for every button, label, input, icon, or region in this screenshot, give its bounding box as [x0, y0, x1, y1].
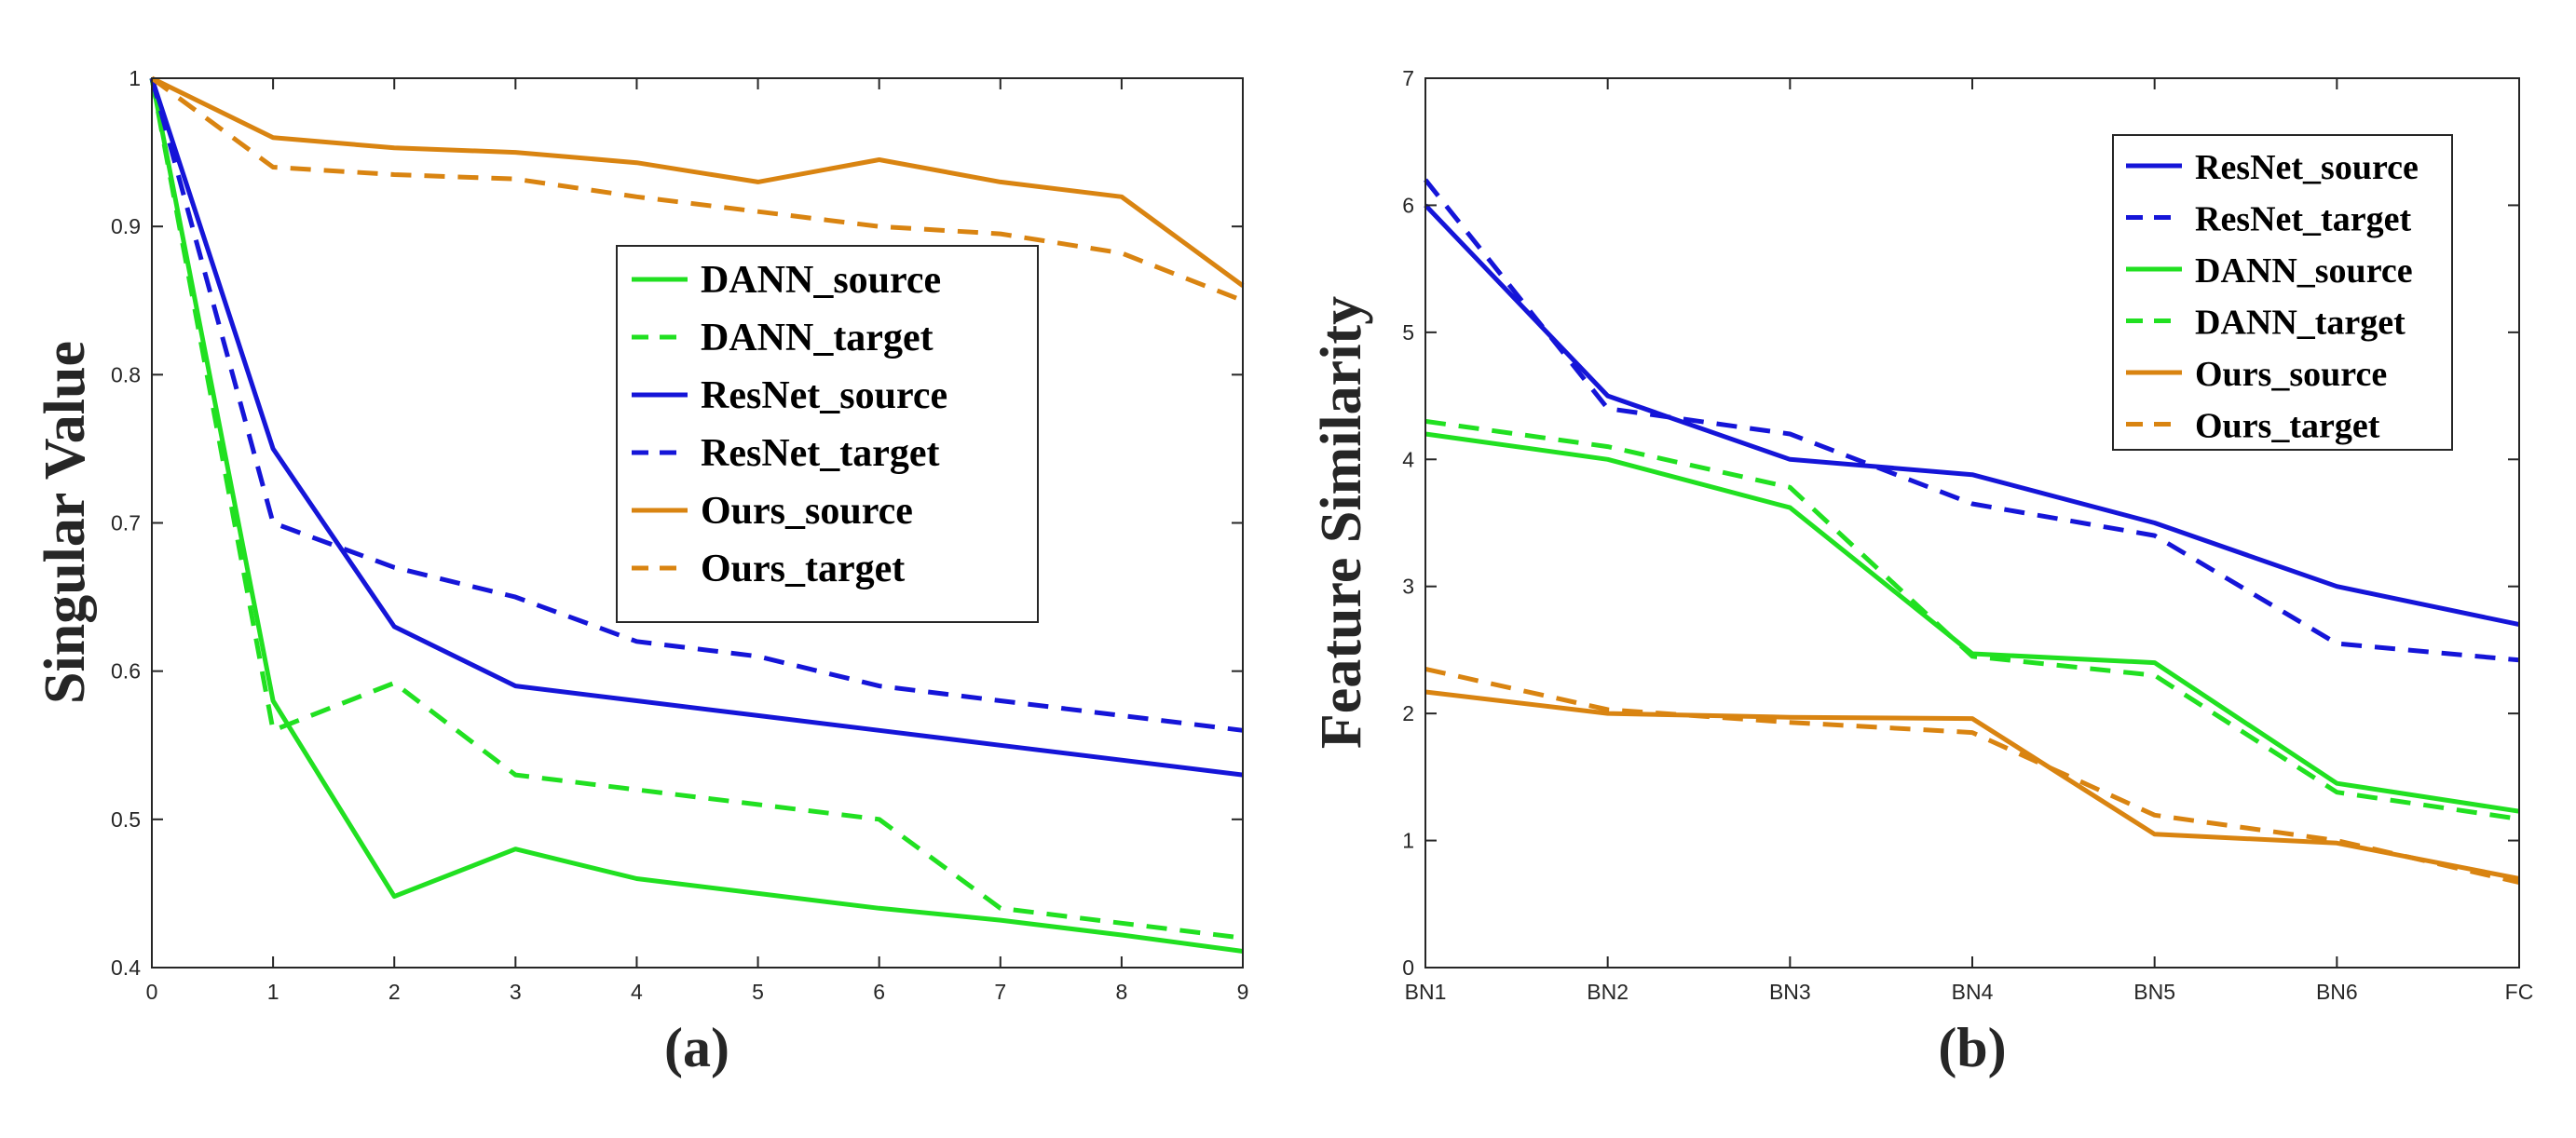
x-tick-label: 3	[510, 980, 522, 1004]
legend-label-ours-target: Ours_target	[2195, 407, 2380, 446]
series-group-a	[149, 75, 1245, 954]
y-tick-label: 0.9	[111, 214, 141, 238]
legend-label-ours-target: Ours_target	[701, 548, 905, 590]
legend-label-resnet-source: ResNet_source	[701, 374, 947, 417]
series-line-ours-target	[150, 75, 1244, 304]
x-tick-label: 8	[1115, 980, 1127, 1004]
x-ticks-b: BN1 BN2 BN3 BN4 BN5 BN6 FC	[1405, 78, 2534, 1004]
y-tick-label: 0	[1402, 955, 1414, 980]
y-tick-label: 2	[1402, 701, 1414, 725]
panel-label-a: (a)	[664, 1017, 729, 1078]
x-tick-label: BN5	[2133, 980, 2175, 1004]
x-tick-label: 9	[1237, 980, 1249, 1004]
series-line-resnet-target	[1424, 178, 2520, 663]
legend-label-dann-target: DANN_target	[2195, 304, 2406, 343]
y-tick-label: 6	[1402, 193, 1414, 217]
series-line-dann-target	[1424, 418, 2520, 821]
legend-label-ours-source: Ours_source	[2195, 355, 2387, 394]
x-tick-label: 2	[388, 980, 401, 1004]
series-line-ours-target	[1424, 666, 2520, 886]
x-tick-label: BN6	[2316, 980, 2358, 1004]
x-tick-label: 0	[146, 980, 158, 1004]
y-tick-label: 1	[129, 66, 141, 90]
y-tick-label: 3	[1402, 575, 1414, 599]
y-tick-label: 1	[1402, 829, 1414, 853]
series-line-ours-source	[150, 75, 1245, 288]
legend-label-resnet-source: ResNet_source	[2195, 148, 2419, 187]
panel-label-b: (b)	[1938, 1017, 2006, 1078]
legend-label-dann-source: DANN_source	[2195, 251, 2413, 291]
y-tick-label: 0.7	[111, 511, 141, 535]
x-tick-label: BN3	[1769, 980, 1811, 1004]
y-tick-label: 7	[1402, 66, 1414, 90]
legend-label-ours-source: Ours_source	[701, 490, 913, 533]
y-tick-label: 0.8	[111, 362, 141, 386]
x-tick-label: 5	[752, 980, 764, 1004]
legend-label-dann-target: DANN_target	[701, 317, 934, 359]
y-tick-label: 4	[1402, 447, 1414, 471]
series-line-resnet-source	[1424, 203, 2520, 628]
legend-b: ResNet_source ResNet_target DANN_source DAN…	[2112, 134, 2453, 451]
y-tick-label: 5	[1402, 320, 1414, 345]
x-tick-label: 4	[631, 980, 643, 1004]
x-tick-label: 1	[267, 980, 279, 1004]
legend-a: DANN_source DANN_target ResNet_source ResNe…	[616, 245, 1039, 623]
y-ticks-a: 0.4 0.5 0.6 0.7 0.8 0.9 1	[111, 66, 1243, 980]
y-axis-title-a: Singular Value	[34, 341, 97, 704]
legend-label-resnet-target: ResNet_target	[2195, 200, 2411, 239]
legend-label-resnet-target: ResNet_target	[701, 432, 940, 475]
y-tick-label: 0.5	[111, 807, 141, 832]
series-line-dann-source	[149, 77, 1244, 954]
y-tick-label: 0.4	[111, 955, 141, 980]
x-tick-label: BN2	[1587, 980, 1629, 1004]
series-line-dann-target	[149, 77, 1244, 941]
legend-box-a	[616, 245, 1039, 623]
legend-label-dann-source: DANN_source	[701, 259, 941, 302]
legend-box-b	[2112, 134, 2453, 451]
x-tick-label: 7	[994, 980, 1006, 1004]
chart-panel-b: BN1 BN2 BN3 BN4 BN5 BN6 FC 0 1 2 3 4 5 6 7 Feature Si…	[1310, 66, 2533, 1078]
x-ticks-a: 0 1 2 3 4 5 6 7 8 9	[146, 78, 1249, 1004]
series-line-ours-source	[1424, 689, 2520, 881]
x-tick-label: BN4	[1952, 980, 1994, 1004]
chart-panel-a: 0 1 2 3 4 5 6 7 8 9 0.4 0.5 0.6 0.7 0.8 0.9 1 Singular …	[34, 66, 1248, 1078]
y-ticks-b: 0 1 2 3 4 5 6 7	[1402, 66, 2519, 980]
x-tick-label: FC	[2505, 980, 2534, 1004]
y-axis-title-b: Feature Similarity	[1310, 296, 1373, 749]
x-tick-label: BN1	[1405, 980, 1447, 1004]
y-tick-label: 0.6	[111, 659, 141, 684]
series-group-b	[1424, 178, 2520, 886]
series-line-resnet-source	[149, 77, 1244, 778]
x-tick-label: 6	[873, 980, 885, 1004]
